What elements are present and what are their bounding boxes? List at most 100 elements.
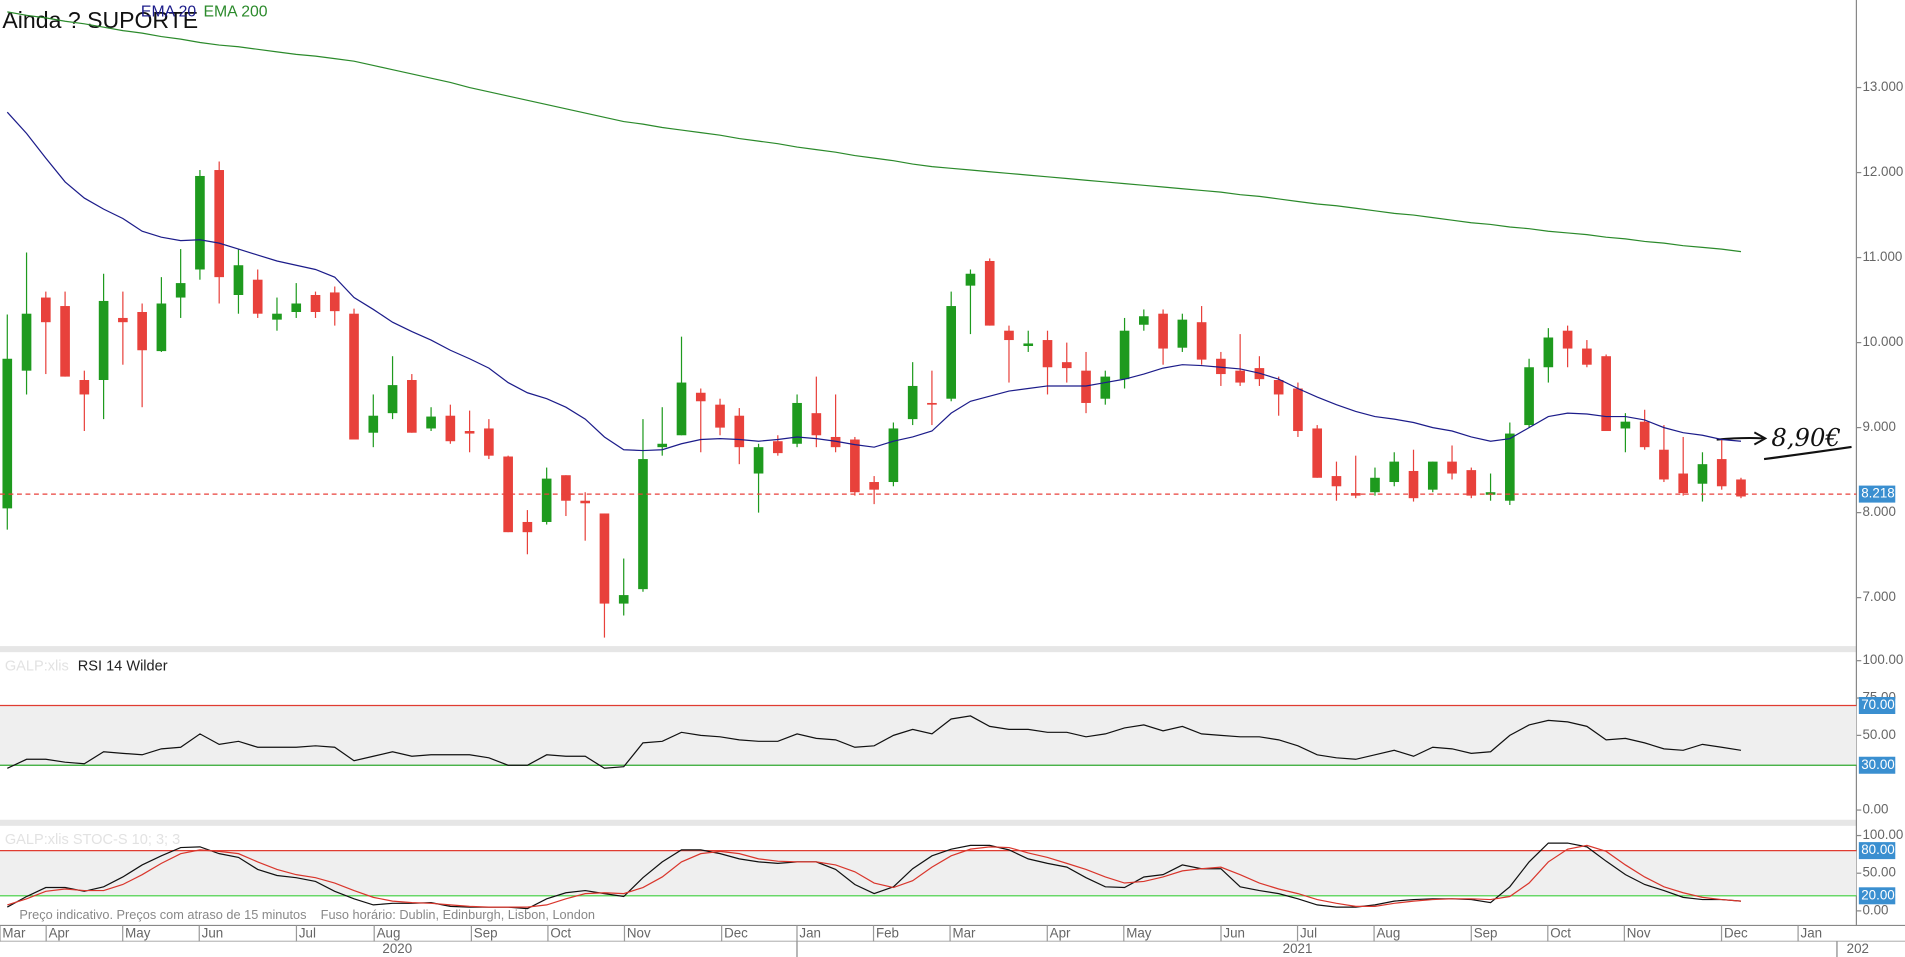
y-tick-label: 11.000: [1862, 249, 1902, 264]
candle-body: [1293, 388, 1303, 432]
candle-body: [1061, 362, 1072, 369]
panel-separator: [0, 646, 1857, 653]
legend-entry: EMA 200: [203, 3, 267, 20]
y-tick-label: 100.00: [1862, 652, 1903, 667]
candle-body: [1273, 380, 1284, 395]
level-band: [0, 850, 1857, 896]
candle-body: [21, 313, 32, 371]
candle-body: [156, 303, 167, 352]
level-label: 70.00: [1861, 697, 1894, 712]
candle-body: [541, 478, 552, 522]
candle-body: [368, 415, 379, 433]
level-label: 30.00: [1861, 757, 1894, 772]
year-label: 2021: [1283, 941, 1313, 956]
x-tick-label: Sep: [474, 925, 498, 940]
candle-body: [618, 595, 629, 604]
x-tick-label: Jun: [1223, 925, 1245, 940]
candle-body: [445, 415, 456, 442]
level-label-box: [1858, 842, 1896, 860]
candle-body: [561, 475, 571, 501]
indicator-line: [7, 844, 1742, 908]
candle-body: [1466, 470, 1477, 496]
candle-body: [811, 413, 822, 436]
x-tick-label: Mar: [953, 925, 977, 940]
candle-body: [965, 273, 976, 286]
candle-body: [638, 459, 648, 590]
year-label: 2020: [382, 941, 412, 956]
candle-body: [1196, 322, 1207, 360]
candle-body: [753, 447, 764, 474]
candle-body: [1081, 370, 1091, 403]
candle-body: [407, 380, 417, 433]
candle-body: [195, 175, 205, 270]
x-tick-label: Sep: [1474, 925, 1498, 940]
candle-body: [1235, 370, 1245, 383]
candle-body: [869, 482, 879, 490]
candle-body: [773, 441, 783, 454]
candle-body: [1158, 313, 1168, 349]
candle-body: [657, 443, 668, 448]
candle-body: [1716, 459, 1727, 487]
candle-body: [1447, 461, 1457, 474]
candle-body: [946, 306, 957, 399]
candle-body: [1312, 428, 1323, 478]
x-tick-label: Aug: [377, 925, 401, 940]
candle-body: [1177, 319, 1188, 348]
candle-body: [1427, 461, 1438, 490]
x-tick-label: Dec: [724, 925, 748, 940]
x-tick-label: Oct: [550, 925, 571, 940]
candle-body: [580, 500, 591, 504]
level-band: [0, 705, 1857, 766]
last-price-label: 8.218: [1861, 486, 1894, 501]
y-tick-label: 50.00: [1862, 865, 1895, 880]
candle-body: [484, 428, 494, 456]
y-tick-label: 12.000: [1862, 164, 1903, 179]
candle-body: [387, 385, 398, 414]
rsi-title: RSI 14 Wilder: [78, 659, 168, 675]
candle-body: [60, 306, 70, 377]
candle-body: [1042, 340, 1053, 368]
x-tick-label: Aug: [1377, 925, 1401, 940]
candle-body: [1620, 421, 1631, 429]
x-tick-label: Jul: [1300, 925, 1317, 940]
candle-body: [503, 456, 513, 533]
candle-body: [291, 303, 302, 312]
candle-body: [1119, 330, 1130, 380]
candle-body: [1736, 479, 1746, 497]
x-tick-label: Jun: [202, 925, 224, 940]
candle-body: [329, 292, 340, 312]
panel-separator: [0, 819, 1857, 826]
candle-body: [1639, 421, 1650, 448]
x-tick-label: Mar: [2, 925, 26, 940]
candle-body: [98, 300, 109, 381]
candle-body: [1389, 461, 1400, 483]
x-tick-label: Feb: [876, 925, 899, 940]
annotation: 8,90€: [1771, 423, 1841, 452]
x-tick-label: Jan: [799, 925, 821, 940]
y-tick-label: 7.000: [1862, 589, 1895, 604]
candle-body: [1524, 367, 1534, 426]
candle-body: [927, 402, 937, 405]
candle-body: [1408, 470, 1419, 499]
legend-entry: EMA 20: [141, 3, 196, 20]
x-tick-label: May: [1126, 925, 1152, 940]
candle-body: [830, 436, 841, 448]
level-label-box: [1858, 756, 1896, 774]
year-label: 202: [1847, 941, 1869, 956]
candle-body: [349, 313, 359, 440]
candle-body: [252, 279, 263, 314]
candle-body: [984, 260, 995, 326]
level-label: 80.00: [1861, 842, 1894, 857]
candle-body: [1370, 477, 1380, 493]
candle-body: [1582, 348, 1592, 365]
y-tick-label: 0.00: [1862, 802, 1888, 817]
candle-body: [1601, 356, 1611, 432]
level-label-box: [1858, 696, 1896, 714]
candle-body: [464, 431, 475, 434]
x-tick-label: Dec: [1724, 925, 1748, 940]
chart-title: Ainda ? SUPORTE: [2, 7, 198, 33]
candle-body: [907, 385, 918, 420]
candle-body: [522, 521, 533, 533]
last-price-label-box: [1858, 485, 1896, 503]
